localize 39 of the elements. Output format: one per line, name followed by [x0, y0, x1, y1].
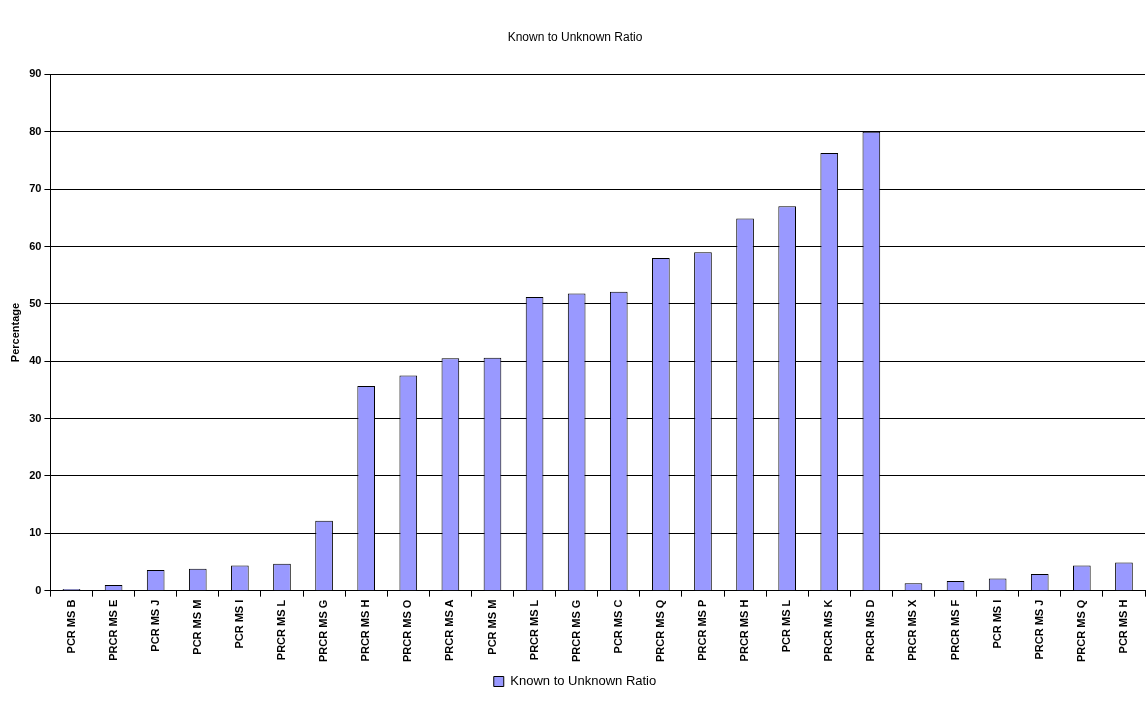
y-tick-label: 60: [29, 239, 42, 252]
x-tick-label: PCR MS C: [611, 599, 624, 654]
x-tick-label: PRCR MS P: [696, 599, 708, 661]
chart-title: Known to Unknown Ratio: [507, 29, 643, 44]
y-tick-label: 50: [29, 296, 42, 309]
y-tick-label: 80: [29, 124, 42, 137]
x-tick-label: PRCR MS K: [822, 599, 835, 662]
x-tick-label: PCR MS I: [990, 599, 1003, 649]
y-tick-label: 40: [29, 354, 42, 367]
legend-label: Known to Unknown Ratio: [510, 673, 657, 689]
x-tick-label: PCR MS M: [190, 599, 203, 655]
x-tick-label: PRCR MS Q: [1074, 599, 1087, 663]
y-tick-label: 0: [35, 583, 42, 596]
x-tick-label: PRCR MS E: [106, 599, 119, 661]
x-tick-label: PCR MS H: [1116, 599, 1129, 654]
y-tick-label: 10: [29, 526, 42, 539]
y-axis-title: Percentage: [8, 302, 21, 363]
x-tick-label: PRCR MS A: [443, 599, 456, 661]
x-tick-label: PRCR MS L: [275, 599, 288, 661]
x-tick-label: PRCR MS O: [401, 599, 414, 663]
x-tick-label: PRCR MS D: [864, 599, 877, 662]
x-tick-label: PRCR MS L: [527, 599, 540, 661]
y-tick-label: 20: [29, 468, 42, 481]
x-tick-label: PRCR MS H: [738, 599, 751, 662]
x-tick-label: PCR MS L: [780, 599, 793, 653]
x-tick-label: PCR MS M: [485, 599, 498, 655]
x-tick-label: PRCR MS Q: [653, 599, 666, 663]
x-tick-label: PRCR MS G: [569, 599, 582, 663]
x-tick-label: PCR MS J: [148, 599, 161, 652]
y-tick-label: 90: [29, 67, 42, 80]
x-tick-label: PRCR MS J: [1032, 599, 1045, 660]
x-tick-label: PRCR MS G: [317, 599, 330, 663]
x-tick-label: PCR MS I: [232, 599, 245, 649]
x-tick-label: PRCR MS X: [906, 599, 919, 661]
y-tick-label: 30: [29, 411, 42, 424]
y-tick-label: 70: [29, 182, 42, 195]
x-tick-label: PRCR MS H: [359, 599, 372, 662]
x-tick-label: PRCR MS F: [948, 599, 961, 661]
x-tick-label: PCR MS B: [64, 599, 77, 654]
